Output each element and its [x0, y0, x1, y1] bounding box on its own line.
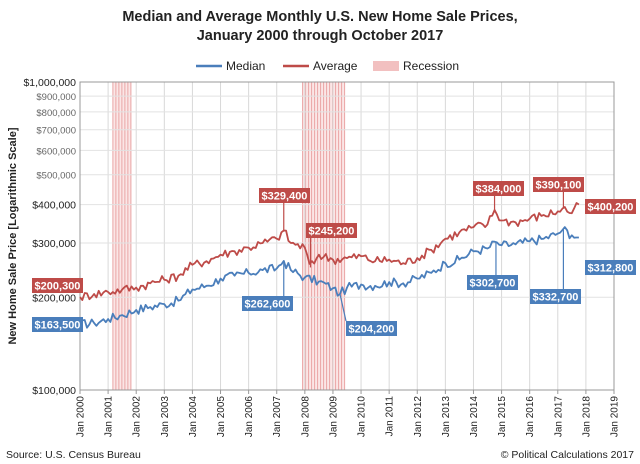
callout-label: $163,500 [35, 319, 81, 331]
x-tick-label: Jan 2019 [610, 396, 621, 438]
callout-label: $262,600 [245, 298, 291, 310]
callout-label: $204,200 [349, 323, 395, 335]
y-tick-label-major: $1,000,000 [23, 77, 76, 89]
recession-band-1 [112, 82, 132, 390]
callout-12: $312,800 [585, 260, 636, 275]
callout-10: $332,700 [530, 229, 581, 304]
x-tick-label: Jan 2016 [525, 396, 536, 438]
callout-label: $312,800 [588, 262, 634, 274]
callout-leader [339, 293, 347, 322]
legend-swatch-recession [373, 61, 399, 71]
x-tick-label: Jan 2000 [76, 396, 87, 438]
y-tick-label-minor: $700,000 [36, 126, 76, 137]
callout-label: $332,700 [533, 291, 579, 303]
callout-box [306, 223, 357, 238]
x-tick-label: Jan 2018 [581, 396, 592, 438]
callout-label: $384,000 [476, 183, 522, 195]
callout-box [242, 296, 293, 311]
x-tick-label: Jan 2003 [160, 396, 171, 438]
callout-7: $384,000 [473, 181, 524, 211]
y-tick-label-minor: $800,000 [36, 108, 76, 119]
callout-5: $262,600 [242, 260, 293, 311]
x-tick-label: Jan 2012 [413, 396, 424, 438]
x-tick-label: Jan 2009 [328, 396, 339, 438]
callout-label: $245,200 [309, 225, 355, 237]
x-tick-label: Jan 2008 [300, 396, 311, 438]
callout-box [467, 275, 518, 290]
callout-box [585, 260, 636, 275]
callout-box [32, 278, 83, 293]
callout-box [473, 181, 524, 196]
legend-label-recession: Recession [403, 59, 459, 73]
y-tick-label-minor: $900,000 [36, 92, 76, 103]
y-tick-label-minor: $400,000 [32, 200, 76, 212]
y-tick-label-minor: $300,000 [32, 238, 76, 250]
callout-1: $163,500 [32, 317, 83, 332]
x-tick-label: Jan 2017 [553, 396, 564, 438]
callouts: $163,500 $200,300 $329,400 $245,200 $262,600… [32, 177, 636, 336]
x-tick-label: Jan 2011 [385, 396, 396, 437]
callout-8: $302,700 [467, 241, 518, 290]
callout-label: $390,100 [536, 179, 582, 191]
callout-4: $245,200 [306, 223, 357, 268]
x-tick-label: Jan 2002 [132, 396, 143, 438]
callout-box [346, 321, 397, 336]
x-tick-label: Jan 2013 [441, 396, 452, 438]
x-tick-label: Jan 2007 [272, 396, 283, 438]
callout-2: $200,300 [32, 278, 83, 293]
x-tick-label: Jan 2014 [469, 396, 480, 438]
x-tick-label: Jan 2006 [244, 396, 255, 438]
y-tick-label-minor: $600,000 [36, 146, 76, 157]
callout-box [32, 317, 83, 332]
callout-box [533, 177, 584, 192]
callout-box [530, 289, 581, 304]
x-tick-label: Jan 2010 [357, 396, 368, 438]
callout-label: $200,300 [35, 280, 81, 292]
callout-9: $390,100 [533, 177, 584, 208]
callout-box [259, 188, 310, 203]
chart-title-line1: Median and Average Monthly U.S. New Home… [122, 9, 517, 25]
callout-box [585, 199, 636, 214]
y-axis-label: New Home Sale Price [Logarithmic Scale] [7, 127, 19, 344]
legend: Median Average Recession [196, 59, 459, 73]
legend-label-average: Average [313, 59, 358, 73]
x-tick-label: Jan 2001 [104, 396, 115, 438]
chart-title-line2: January 2000 through October 2017 [197, 28, 444, 44]
y-axis-ticks: $100,000 $1,000,000 $200,000 $300,000 $400,0… [23, 77, 76, 397]
x-tick-label: Jan 2015 [497, 396, 508, 438]
callout-6: $204,200 [339, 293, 397, 336]
y-tick-label-minor: $200,000 [32, 292, 76, 304]
callout-3: $329,400 [259, 188, 310, 231]
x-tick-label: Jan 2005 [216, 396, 227, 438]
copyright-note: © Political Calculations 2017 [501, 449, 634, 461]
legend-label-median: Median [226, 59, 265, 73]
series-line-average [79, 202, 580, 302]
callout-label: $302,700 [470, 277, 516, 289]
callout-label: $400,200 [588, 201, 634, 213]
x-axis-ticks: Jan 2000 Jan 2001 Jan 2002 Jan 2003 Jan 2004… [76, 390, 621, 437]
callout-label: $329,400 [262, 190, 308, 202]
y-tick-label-minor: $500,000 [36, 171, 76, 182]
y-tick-label-major: $100,000 [32, 385, 76, 397]
source-note: Source: U.S. Census Bureau [6, 449, 141, 461]
plot-frame [79, 81, 615, 391]
callout-11: $400,200 [585, 199, 636, 214]
x-tick-label: Jan 2004 [188, 396, 199, 438]
